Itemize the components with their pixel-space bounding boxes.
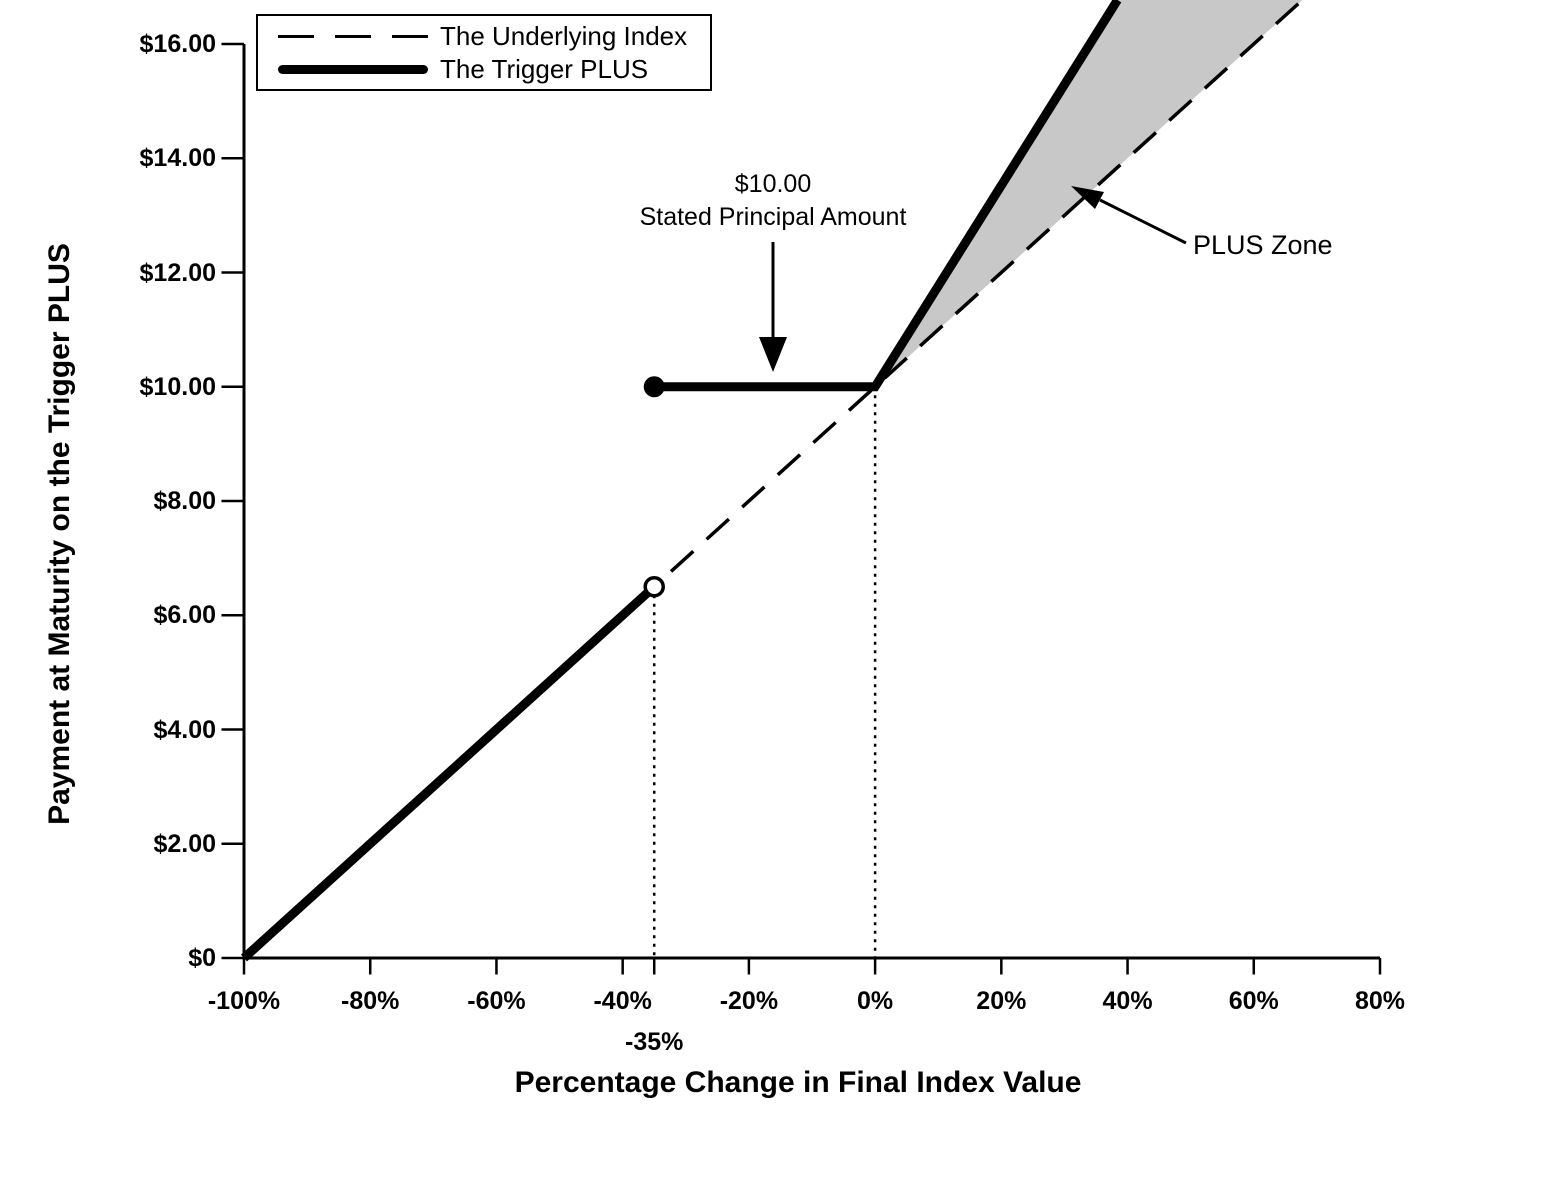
legend-label-trigger-plus: The Trigger PLUS [440,54,649,84]
principal-arrowhead [759,337,787,372]
y-tick-label: $12.00 [139,258,216,287]
legend-item-trigger-plus: The Trigger PLUS [278,56,710,82]
x-tick-label: -40% [593,987,652,1015]
stated-principal-annotation: $10.00 Stated Principal Amount [523,168,1023,234]
legend: The Underlying Index The Trigger PLUS [256,14,712,91]
x-axis-title: Percentage Change in Final Index Value [514,1066,1082,1099]
trigger-plus-line-upside [654,0,1122,392]
y-tick-label: $10.00 [139,372,216,401]
axes [221,42,1382,975]
filled-circle-marker [643,376,665,398]
dashed-line-sample-icon [278,34,428,38]
plus-zone-arrow-line [1099,198,1187,245]
trigger-plus-line-downside [240,583,658,962]
stated-principal-amount: $10.00 [734,170,812,198]
y-tick-label: $8.00 [153,487,216,515]
thick-line-sample-icon [278,64,428,74]
x-tick-label: -60% [467,987,526,1015]
y-tick-label: $2.00 [153,829,216,858]
y-tick-label: $16.00 [139,30,216,58]
trigger-level-label: -35% [625,1028,684,1056]
plus-zone-label: PLUS Zone [1193,230,1333,260]
legend-item-underlying-index: The Underlying Index [278,23,710,49]
legend-label-underlying-index: The Underlying Index [440,21,688,51]
x-tick-label: 0% [857,987,894,1015]
x-tick-label: 60% [1228,987,1279,1015]
stated-principal-caption: Stated Principal Amount [639,203,907,231]
plus-zone-arrowhead [1071,186,1104,209]
y-tick-label: $6.00 [153,601,216,630]
x-tick-label: 80% [1354,987,1406,1015]
y-tick-label: $0 [188,944,216,972]
annotation-arrows [759,186,1187,372]
x-tick-label: -20% [719,987,779,1015]
x-tick-label: 40% [1102,987,1153,1015]
x-tick-label: -80% [341,987,400,1015]
x-tick-label: 20% [976,987,1027,1015]
x-tick-label: -100% [207,987,281,1015]
guide-lines [652,386,877,958]
open-circle-marker [643,575,665,598]
y-tick-label: $14.00 [139,144,216,173]
y-tick-label: $4.00 [153,715,216,744]
